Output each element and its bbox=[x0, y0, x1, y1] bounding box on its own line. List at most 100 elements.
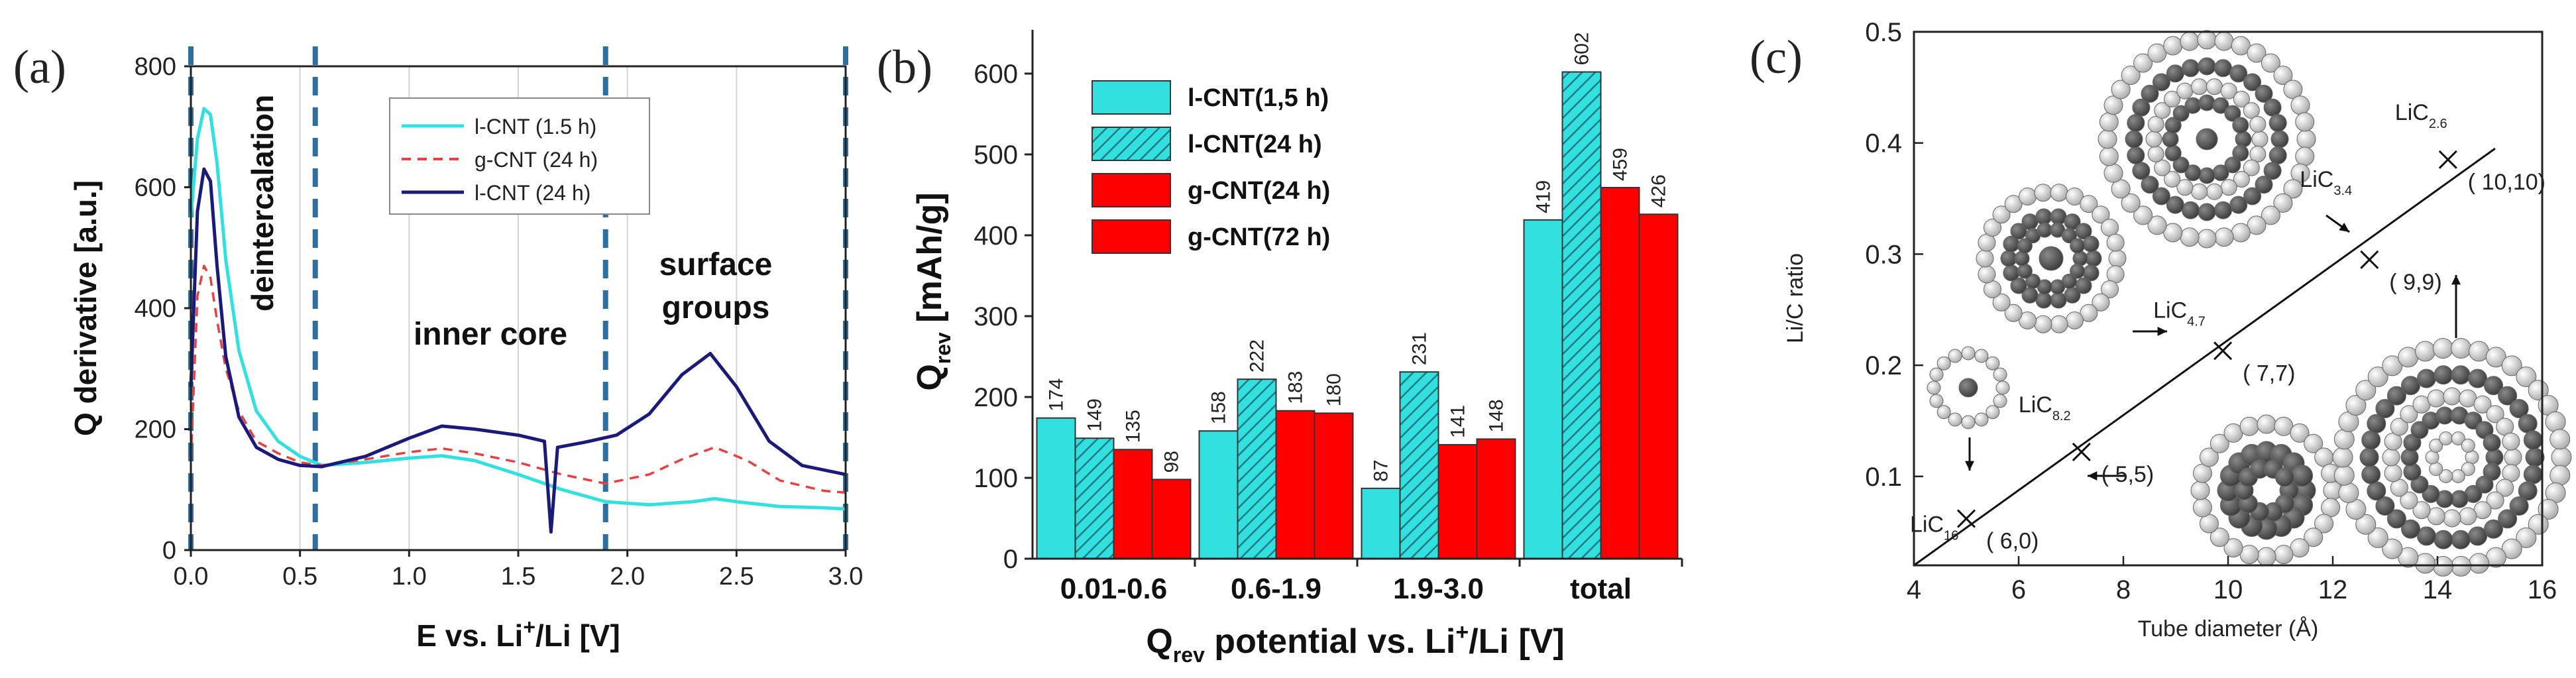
panel-b-label: (b) bbox=[877, 40, 932, 93]
nanotube-6-0-illustration bbox=[1927, 346, 2010, 429]
nanotube-large-bottom-illustration-atom bbox=[2538, 499, 2559, 520]
panel-a-xlabel-sup: + bbox=[523, 615, 535, 639]
nanotube-large-bottom-illustration-atom bbox=[2451, 431, 2465, 445]
nanotube-7-7-illustration-atom bbox=[2257, 414, 2276, 434]
nanotube-medium-illustration-atom bbox=[2050, 279, 2066, 295]
panel-c-x-tick-label: 4 bbox=[1907, 575, 1921, 604]
nanotube-7-7-illustration-atom bbox=[2274, 545, 2294, 565]
nanotube-large-top-illustration-atom bbox=[2103, 95, 2123, 115]
nanotube-large-top-illustration-atom bbox=[2132, 98, 2151, 117]
nanotube-large-top-illustration-atom bbox=[2098, 129, 2117, 149]
nanotube-large-bottom-illustration-atom bbox=[2429, 438, 2443, 453]
nanotube-medium-illustration-atom bbox=[2080, 304, 2098, 322]
panel-b-category-label: total bbox=[1570, 573, 1632, 605]
nanotube-large-bottom-illustration-atom bbox=[2498, 509, 2518, 529]
nanotube-medium-illustration-atom bbox=[2080, 195, 2098, 213]
nanotube-medium-illustration-atom bbox=[2019, 311, 2037, 329]
nanotube-medium-illustration-atom bbox=[2106, 265, 2125, 284]
bar-value-label: 231 bbox=[1409, 332, 1431, 365]
bar-value-label: 426 bbox=[1648, 174, 1670, 207]
nanotube-medium-illustration-atom bbox=[2010, 223, 2027, 240]
panel-b-xlabel-sup: + bbox=[1455, 620, 1469, 645]
nanotube-large-top-illustration-atom bbox=[2198, 94, 2215, 111]
nanotube-medium-illustration-atom bbox=[2000, 250, 2017, 267]
nanotube-large-bottom-illustration-atom bbox=[2516, 527, 2537, 548]
nanotube-7-7-illustration-atom bbox=[2304, 433, 2324, 453]
panel-b-y-ticks: 0 100 200 300 400 500 600 bbox=[974, 60, 1033, 574]
panel-a-y-axis-label: Q derivative [a.u.] bbox=[68, 180, 103, 436]
nanotube-6-0-illustration-atom bbox=[1929, 367, 1944, 382]
nanotube-large-bottom-illustration-atom bbox=[2484, 376, 2503, 396]
nanotube-large-top-illustration-atom bbox=[2255, 176, 2273, 194]
nanotube-medium-illustration bbox=[1976, 184, 2127, 333]
nanotube-large-bottom-illustration-atom bbox=[2551, 447, 2572, 468]
nanotube-large-bottom-illustration-atom bbox=[2400, 405, 2418, 424]
bar-0-0 bbox=[1036, 417, 1076, 559]
bar-3-1 bbox=[1314, 412, 1354, 560]
nanotube-medium-illustration-atom bbox=[2082, 235, 2100, 253]
nanotube-medium-illustration-atom bbox=[2070, 263, 2086, 279]
legend-label-b-l-cnt-1-5h: l-CNT(1,5 h) bbox=[1188, 84, 1329, 112]
panel-c-points: ( 6,0)LiC16( 5,5)LiC8.2( 7,7)LiC4.7( 9,9… bbox=[1910, 100, 2546, 554]
bar-value-label: 149 bbox=[1084, 398, 1106, 431]
bar-2-0 bbox=[1113, 449, 1153, 559]
nanotube-large-bottom-illustration-atom bbox=[2498, 386, 2518, 406]
data-point-formula: LiC4.7 bbox=[2153, 298, 2206, 329]
nanotube-6-0-illustration-atom bbox=[1974, 349, 1989, 363]
nanotube-medium-illustration-atom bbox=[1984, 219, 2001, 237]
nanotube-large-bottom-illustration-atom bbox=[2486, 491, 2504, 510]
nanotube-6-0-illustration-atom bbox=[1986, 405, 2000, 420]
legend-swatch-b-l-cnt-1-5h bbox=[1092, 80, 1171, 115]
formula-subscript: 2.6 bbox=[2429, 117, 2447, 131]
data-point-chirality-label: ( 10,10) bbox=[2468, 170, 2546, 195]
nanotube-large-top-illustration-atom bbox=[2132, 162, 2151, 180]
panel-b-x-ticks: 0.01-0.6 0.6-1.9 1.9-3.0 total bbox=[1060, 559, 1683, 605]
nanotube-large-bottom-illustration-atom bbox=[2367, 481, 2386, 501]
formula-main: LiC bbox=[2153, 298, 2187, 323]
panel-c-x-tick-label: 12 bbox=[2318, 575, 2348, 604]
nanotube-large-top-illustration-atom bbox=[2224, 105, 2241, 122]
nanotube-large-top-illustration-atom bbox=[2231, 223, 2251, 243]
legend-label-g-cnt-24h: g-CNT (24 h) bbox=[475, 148, 598, 172]
nanotube-large-top-illustration-atom bbox=[2247, 43, 2267, 63]
nanotube-large-top-illustration-atom bbox=[2197, 30, 2217, 50]
nanotube-large-bottom-illustration-atom bbox=[2416, 368, 2436, 388]
nanotube-large-bottom-illustration-atom bbox=[2361, 465, 2381, 484]
panel-b-category-label: 0.6-1.9 bbox=[1231, 573, 1321, 605]
formula-subscript: 8.2 bbox=[2052, 409, 2071, 424]
nanotube-large-bottom-illustration-atom bbox=[2401, 519, 2420, 539]
bar-1-0 bbox=[1074, 437, 1115, 559]
nanotube-large-top-illustration-atom bbox=[2164, 91, 2181, 107]
legend-swatch-b-g-cnt-24h bbox=[1092, 173, 1171, 207]
nanotube-large-top-illustration-atom bbox=[2263, 98, 2282, 117]
nanotube-large-bottom-illustration-atom bbox=[2333, 465, 2355, 486]
nanotube-medium-illustration-atom bbox=[2092, 293, 2110, 311]
nanotube-large-bottom-illustration-atom bbox=[2523, 430, 2543, 450]
nanotube-large-top-illustration-atom bbox=[2127, 146, 2145, 164]
panel-a-legend: l-CNT (1.5 h) g-CNT (24 h) l-CNT (24 h) bbox=[389, 97, 650, 215]
nanotube-medium-illustration-atom bbox=[2050, 208, 2067, 225]
panel-a-x-axis-label: E vs. Li+/Li [V] bbox=[416, 615, 620, 653]
nanotube-medium-illustration-atom bbox=[1978, 265, 1996, 284]
formula-subscript: 4.7 bbox=[2187, 314, 2206, 329]
bar-value-label: 158 bbox=[1208, 391, 1230, 424]
panel-b-xlabel-end: /Li [V] bbox=[1469, 622, 1564, 661]
bar-value-label: 183 bbox=[1285, 371, 1307, 404]
nanotube-medium-illustration-atom bbox=[2019, 188, 2037, 205]
panel-b-y-tick-label: 100 bbox=[974, 464, 1018, 493]
nanotube-large-top-illustration-atom bbox=[2261, 53, 2280, 73]
nanotube-large-top-illustration-atom bbox=[2176, 179, 2194, 196]
nanotube-large-top-illustration-atom bbox=[2147, 146, 2164, 162]
nanotube-large-bottom-illustration-atom bbox=[2386, 386, 2406, 406]
nanotube-6-0-illustration-atom bbox=[1993, 367, 2007, 382]
nanotube-large-top-illustration bbox=[2098, 30, 2316, 249]
nanotube-medium-illustration-atom bbox=[2010, 277, 2027, 294]
data-point-marker bbox=[2072, 442, 2091, 461]
panel-c-label: (c) bbox=[1750, 30, 1803, 84]
nanotube-medium-illustration-atom bbox=[2034, 184, 2052, 202]
arrow-to-10-10-head bbox=[2451, 275, 2461, 285]
nanotube-large-bottom-illustration-atom bbox=[2468, 526, 2488, 546]
nanotube-medium-illustration-atom bbox=[2075, 223, 2092, 240]
legend-label-b-g-cnt-72h: g-CNT(72 h) bbox=[1188, 223, 1330, 251]
nanotube-large-top-illustration-atom bbox=[2220, 82, 2237, 99]
